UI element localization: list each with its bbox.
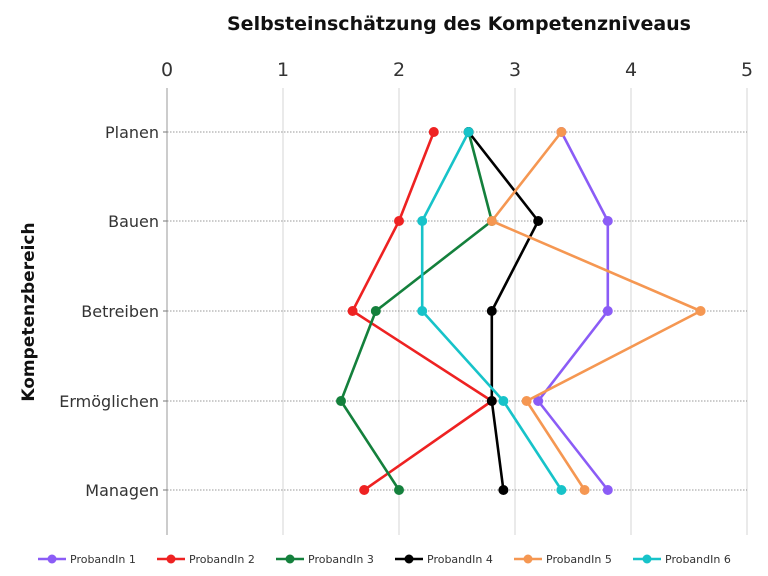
series-group [336,127,706,495]
legend-item: ProbandIn 1 [38,553,136,566]
data-point [394,485,404,495]
data-point [498,396,509,406]
legend-label: ProbandIn 6 [665,553,731,566]
category-label: Betreiben [81,302,159,321]
x-tick-label: 4 [625,59,637,81]
data-point [486,306,497,316]
data-point [486,216,497,226]
data-point [602,485,613,495]
data-point [417,306,428,316]
series-5 [486,127,706,495]
x-tick-label: 1 [277,59,289,81]
legend-swatch-marker [523,554,533,564]
data-point [394,216,404,226]
chart-title: Selbsteinschätzung des Kompetenzniveaus [227,13,691,35]
series-6 [417,127,567,495]
data-point [336,396,346,406]
legend-item: ProbandIn 4 [395,553,493,566]
legend-swatch-marker [404,554,414,564]
data-point [417,216,428,226]
data-point [602,306,613,316]
data-point [486,396,497,406]
x-tick-label: 3 [509,59,521,81]
data-point [533,216,544,226]
data-point [556,127,567,137]
x-tick-label: 0 [161,59,173,81]
legend-swatch-marker [166,554,176,564]
category-labels: Planen Bauen Betreiben Ermöglichen Managen [59,123,159,500]
category-label: Bauen [108,212,159,231]
data-point [347,306,358,316]
legend-swatch-marker [285,554,295,564]
legend-item: ProbandIn 5 [514,553,612,566]
data-point [602,216,613,226]
grid [163,88,748,535]
legend: ProbandIn 1 ProbandIn 2 ProbandIn 3 Proband… [38,553,731,566]
category-label: Ermöglichen [59,392,159,411]
data-point [521,396,532,406]
y-axis-label: Kompetenzbereich [19,222,39,401]
data-point [370,306,381,316]
data-point [579,485,590,495]
legend-label: ProbandIn 5 [546,553,612,566]
data-point [498,485,509,495]
legend-label: ProbandIn 3 [308,553,374,566]
category-label: Managen [85,481,159,500]
legend-label: ProbandIn 2 [189,553,255,566]
data-point [428,127,439,137]
data-point [533,396,544,406]
x-axis-ticks: 0 1 2 3 4 5 [161,59,753,81]
legend-swatch-marker [47,554,57,564]
legend-label: ProbandIn 1 [70,553,136,566]
x-tick-label: 5 [741,59,753,81]
legend-item: ProbandIn 6 [633,553,731,566]
legend-item: ProbandIn 3 [276,553,374,566]
data-point [463,127,474,137]
data-point [556,485,567,495]
legend-item: ProbandIn 2 [157,553,255,566]
data-point [359,485,370,495]
data-point [695,306,706,316]
x-tick-label: 2 [393,59,405,81]
category-label: Planen [105,123,159,142]
legend-swatch-marker [642,554,652,564]
legend-label: ProbandIn 4 [427,553,493,566]
